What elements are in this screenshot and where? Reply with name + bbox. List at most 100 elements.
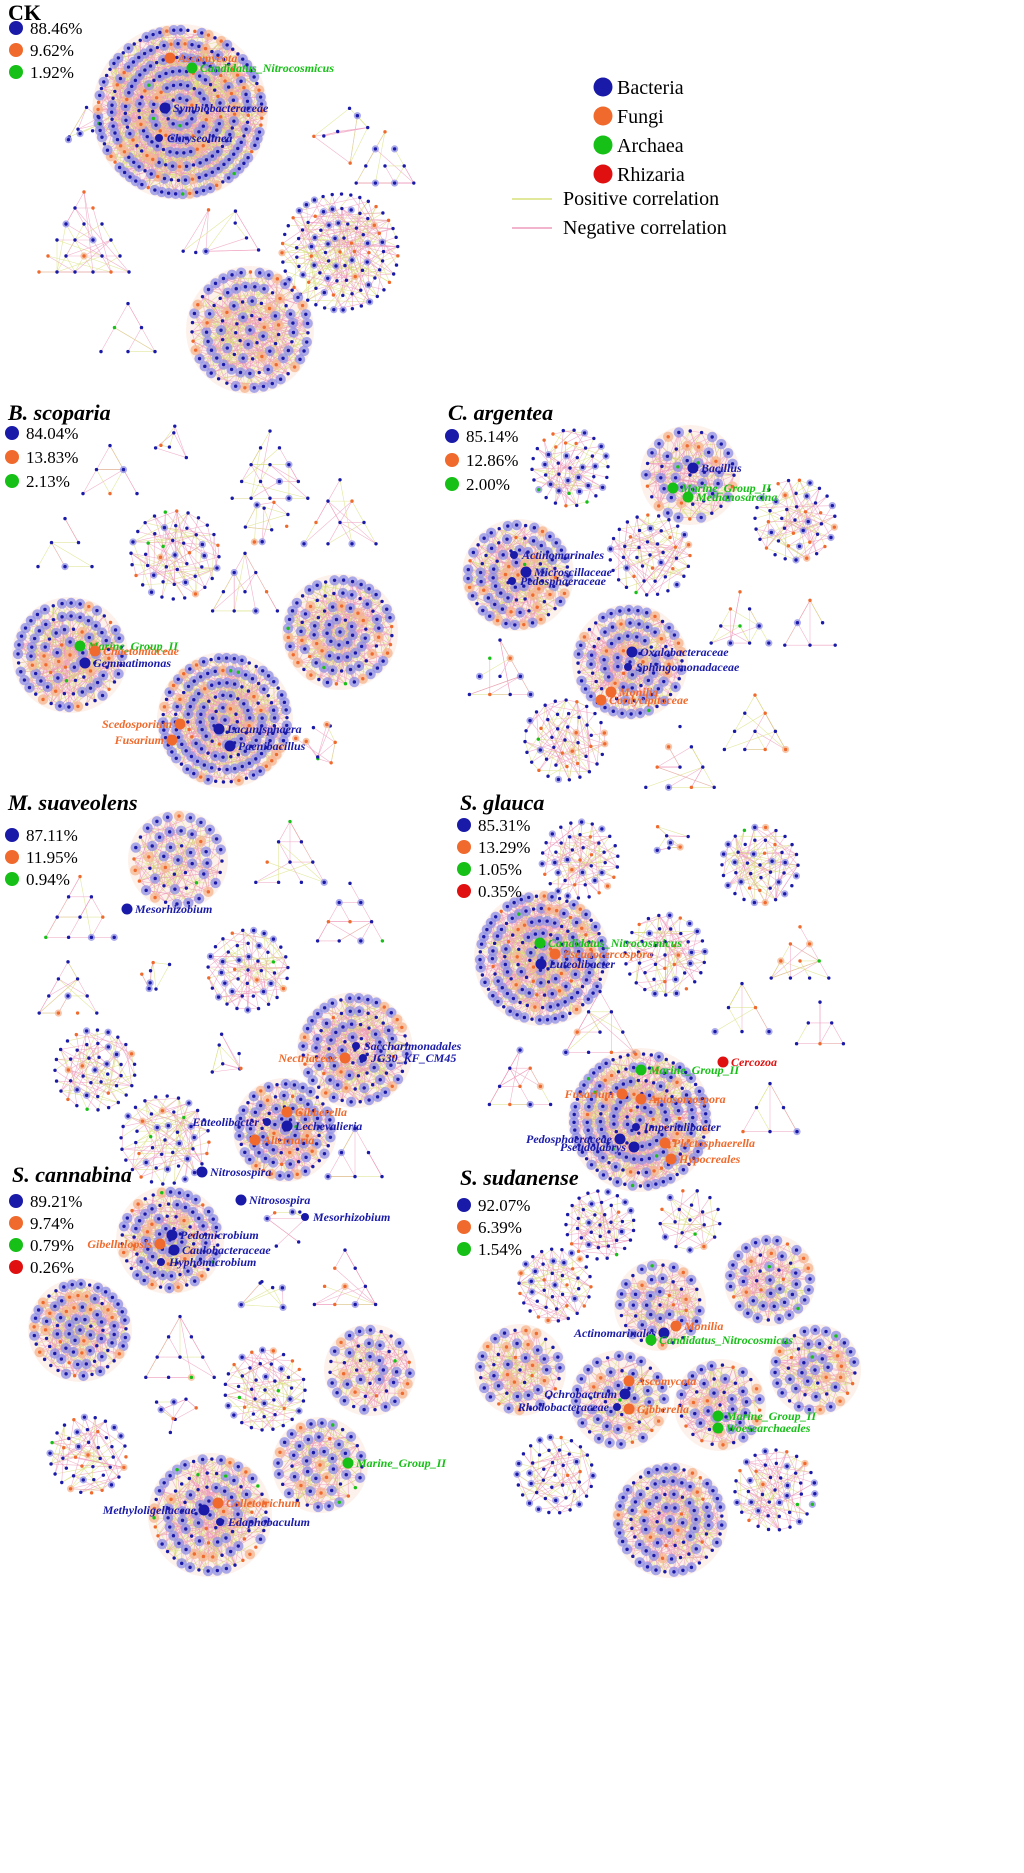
correlation-edge <box>141 96 260 133</box>
correlation-edge <box>156 84 211 99</box>
correlation-edge <box>315 215 389 221</box>
correlation-edge <box>359 213 362 291</box>
correlation-edge <box>205 103 262 176</box>
correlation-edge <box>302 617 319 623</box>
correlation-edge <box>211 1044 220 1073</box>
correlation-edge <box>479 657 511 677</box>
correlation-edge <box>91 896 104 918</box>
correlation-edge <box>154 533 220 558</box>
correlation-edge <box>83 191 94 241</box>
correlation-edge <box>195 209 209 253</box>
correlation-edge <box>300 234 364 295</box>
correlation-edge <box>250 481 280 499</box>
correlation-edge <box>205 209 209 252</box>
correlation-edge <box>339 631 351 670</box>
correlation-edge <box>308 260 329 283</box>
correlation-edge <box>282 251 341 254</box>
correlation-edge <box>123 469 138 494</box>
correlation-edge <box>109 445 124 470</box>
correlation-edge <box>339 522 353 544</box>
correlation-edge <box>278 821 291 842</box>
correlation-edge <box>45 664 61 707</box>
correlation-edge <box>152 962 157 990</box>
correlation-edge <box>657 766 715 788</box>
correlation-edge <box>202 544 213 579</box>
correlation-edge <box>144 515 155 523</box>
correlation-edge <box>613 538 658 595</box>
correlation-edge <box>127 303 142 328</box>
correlation-edge <box>273 502 289 515</box>
correlation-edge <box>235 210 259 251</box>
correlation-edge <box>282 261 380 271</box>
correlation-edge <box>153 533 156 576</box>
correlation-edge <box>317 758 332 764</box>
correlation-edge <box>222 315 276 322</box>
correlation-edge <box>374 255 399 279</box>
correlation-edge <box>261 508 265 542</box>
correlation-edge <box>195 544 203 594</box>
correlation-edge <box>83 223 112 273</box>
correlation-edge <box>74 207 85 225</box>
correlation-edge <box>164 512 167 567</box>
correlation-edge <box>217 545 220 557</box>
correlation-edge <box>186 527 219 546</box>
correlation-edge <box>327 278 344 311</box>
correlation-edge <box>141 73 194 185</box>
correlation-edge <box>132 541 152 593</box>
correlation-edge <box>299 197 360 212</box>
correlation-edge <box>153 567 218 576</box>
correlation-edge <box>359 213 390 283</box>
correlation-edge <box>807 488 820 522</box>
correlation-edge <box>114 327 156 352</box>
correlation-edge <box>349 115 358 164</box>
correlation-edge <box>49 605 54 640</box>
correlation-edge <box>323 631 341 668</box>
correlation-edge <box>160 512 189 558</box>
correlation-edge <box>147 543 149 566</box>
correlation-edge <box>292 610 328 634</box>
correlation-edge <box>65 223 94 241</box>
correlation-edge <box>50 652 83 673</box>
correlation-edge <box>730 608 760 627</box>
correlation-edge <box>47 255 112 273</box>
correlation-edge <box>206 1142 210 1154</box>
correlation-edge <box>317 724 328 758</box>
correlation-edge <box>65 255 76 273</box>
correlation-edge <box>730 591 741 644</box>
correlation-edge <box>342 592 373 655</box>
correlation-edge <box>125 113 185 154</box>
correlation-edge <box>117 58 191 86</box>
correlation-edge <box>204 556 220 588</box>
correlation-edge <box>327 273 394 279</box>
correlation-edge <box>132 524 208 543</box>
correlation-edge <box>160 527 165 558</box>
correlation-edge <box>241 447 280 482</box>
correlation-edge <box>292 217 334 296</box>
correlation-edge <box>351 234 364 244</box>
correlation-edge <box>136 569 178 576</box>
correlation-edge <box>322 644 391 652</box>
correlation-edge <box>45 916 58 938</box>
correlation-edge <box>308 220 389 223</box>
correlation-edge <box>314 264 394 275</box>
correlation-edge <box>531 469 594 477</box>
correlation-edge <box>56 1057 89 1060</box>
correlation-edge <box>186 71 233 129</box>
correlation-edge <box>231 305 235 370</box>
correlation-edge <box>147 543 152 593</box>
correlation-edge <box>339 479 353 544</box>
correlation-edge <box>797 622 811 646</box>
correlation-edge <box>550 883 586 886</box>
correlation-edge <box>302 228 394 231</box>
correlation-edge <box>263 288 307 343</box>
correlation-edge <box>234 222 247 239</box>
correlation-edge <box>355 131 386 184</box>
correlation-edge <box>293 595 326 655</box>
correlation-edge <box>65 239 76 257</box>
correlation-edge <box>56 239 103 257</box>
correlation-edge <box>162 1125 169 1184</box>
correlation-edge <box>176 510 184 544</box>
correlation-edge <box>349 127 368 164</box>
correlation-edge <box>260 430 271 482</box>
correlation-edge <box>118 57 121 146</box>
